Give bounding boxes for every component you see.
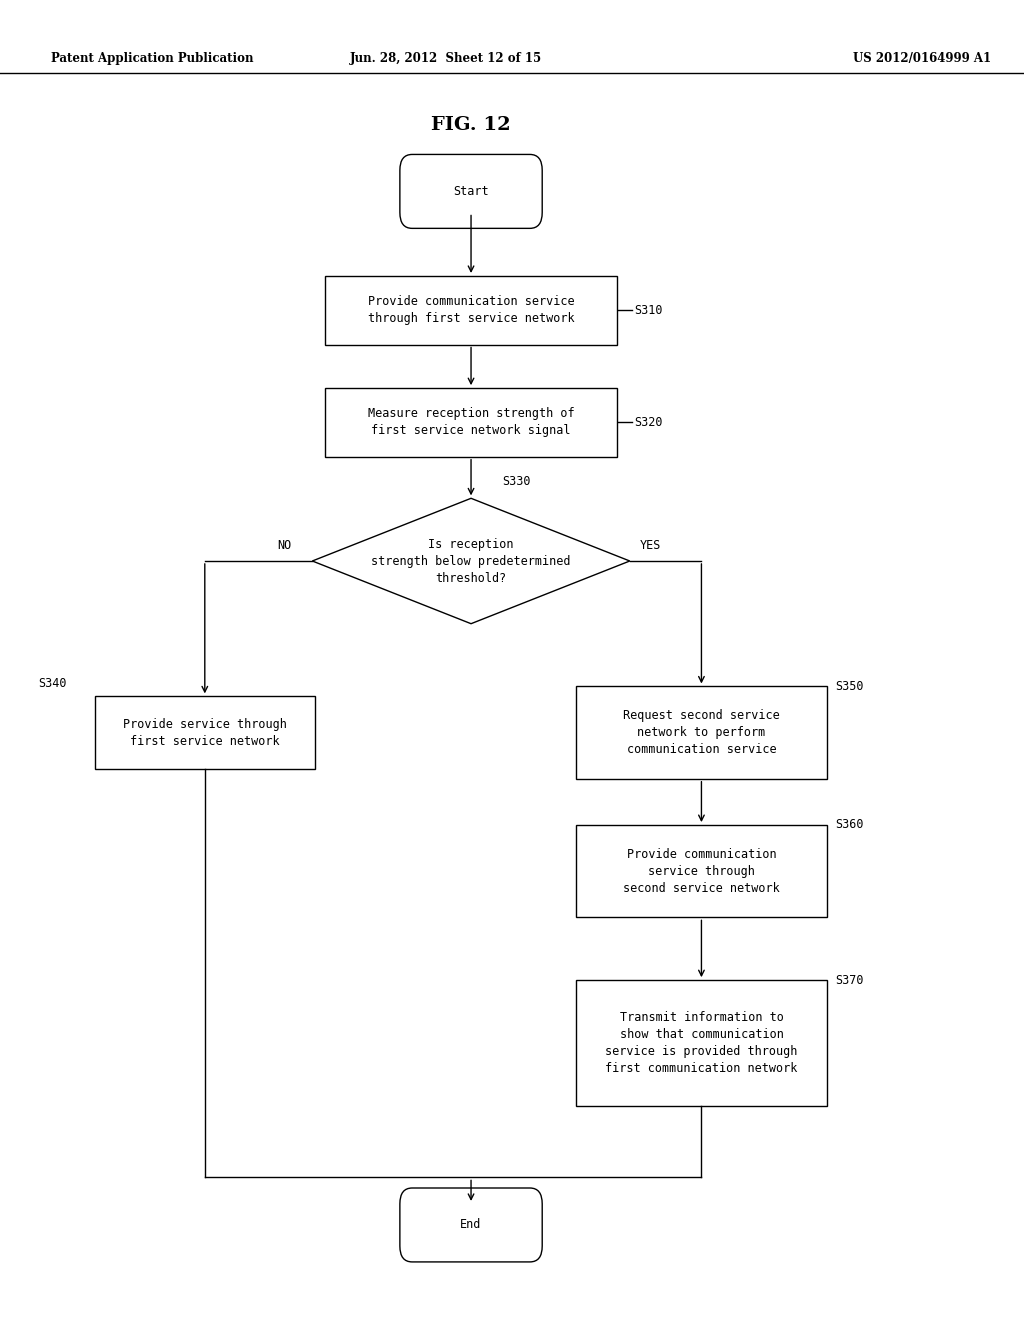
Text: FIG. 12: FIG. 12 bbox=[431, 116, 511, 135]
Text: S370: S370 bbox=[836, 974, 863, 986]
FancyBboxPatch shape bbox=[399, 1188, 543, 1262]
Text: Start: Start bbox=[454, 185, 488, 198]
Bar bbox=[95, 697, 315, 768]
Text: S320: S320 bbox=[635, 416, 663, 429]
Bar bbox=[575, 686, 827, 779]
Polygon shape bbox=[312, 499, 630, 624]
FancyBboxPatch shape bbox=[399, 154, 543, 228]
Text: NO: NO bbox=[278, 539, 292, 552]
Text: Jun. 28, 2012  Sheet 12 of 15: Jun. 28, 2012 Sheet 12 of 15 bbox=[349, 51, 542, 65]
Text: S340: S340 bbox=[39, 677, 67, 689]
Text: YES: YES bbox=[640, 539, 662, 552]
Bar bbox=[326, 276, 616, 345]
Text: S350: S350 bbox=[836, 680, 863, 693]
Text: Transmit information to
show that communication
service is provided through
firs: Transmit information to show that commun… bbox=[605, 1011, 798, 1074]
Bar bbox=[326, 388, 616, 457]
Text: Provide communication
service through
second service network: Provide communication service through se… bbox=[623, 847, 780, 895]
Text: S360: S360 bbox=[836, 818, 863, 832]
Text: S310: S310 bbox=[635, 304, 663, 317]
Text: Is reception
strength below predetermined
threshold?: Is reception strength below predetermine… bbox=[372, 537, 570, 585]
Text: End: End bbox=[461, 1218, 481, 1232]
Text: Request second service
network to perform
communication service: Request second service network to perfor… bbox=[623, 709, 780, 756]
Bar bbox=[575, 979, 827, 1106]
Text: Provide communication service
through first service network: Provide communication service through fi… bbox=[368, 296, 574, 325]
Text: Provide service through
first service network: Provide service through first service ne… bbox=[123, 718, 287, 747]
Text: US 2012/0164999 A1: US 2012/0164999 A1 bbox=[853, 51, 990, 65]
Text: Patent Application Publication: Patent Application Publication bbox=[51, 51, 254, 65]
Text: S330: S330 bbox=[502, 475, 530, 488]
Text: Measure reception strength of
first service network signal: Measure reception strength of first serv… bbox=[368, 408, 574, 437]
Bar bbox=[575, 825, 827, 917]
